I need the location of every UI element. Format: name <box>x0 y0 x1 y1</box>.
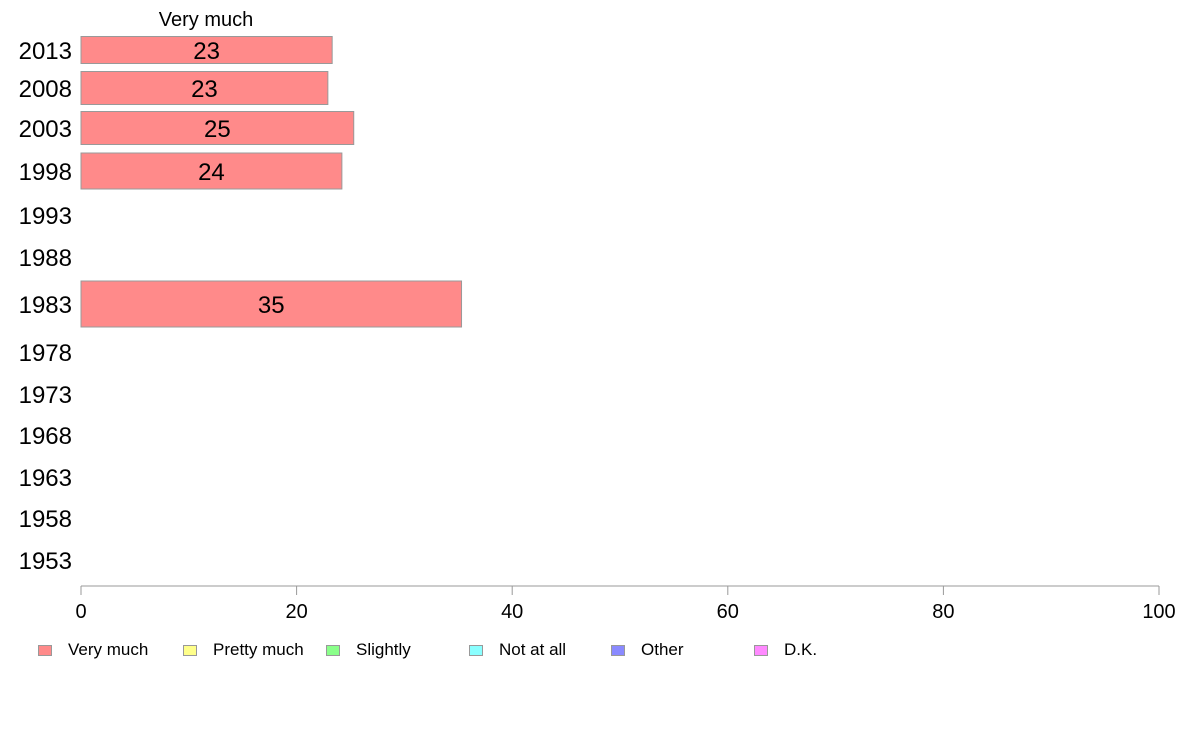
bar <box>80 71 329 105</box>
series-header-label: Very much <box>159 9 253 31</box>
x-tick-label: 20 <box>285 601 307 623</box>
y-axis-labels: 2013 2008 2003 1998 1993 1988 1983 1978 1973 1968… <box>19 38 72 575</box>
legend-swatch <box>183 644 197 656</box>
legend-label: D.K. <box>784 640 818 659</box>
y-tick-label: 1968 <box>19 423 72 450</box>
y-tick-label: 2003 <box>19 116 72 143</box>
bar <box>80 36 333 64</box>
bar <box>80 152 343 190</box>
legend-label: Not at all <box>499 640 567 659</box>
legend-label: Pretty much <box>213 640 304 659</box>
legend-swatch <box>38 644 52 656</box>
bars-group: 23 23 25 24 35 <box>80 36 463 328</box>
x-tick-label: 100 <box>1142 601 1175 623</box>
legend-item: Slightly <box>326 640 411 660</box>
legend-swatch <box>754 644 768 656</box>
x-tick-label: 80 <box>932 601 954 623</box>
legend-item: Not at all <box>469 640 566 660</box>
legend-item: Other <box>611 640 684 660</box>
legend-label: Other <box>641 640 684 659</box>
data-label: 23 <box>191 76 218 103</box>
legend-swatch <box>326 644 340 656</box>
legend-swatch <box>611 644 625 656</box>
y-tick-label: 2008 <box>19 76 72 103</box>
y-tick-label: 1983 <box>19 292 72 319</box>
legend-swatch <box>469 644 483 656</box>
data-label: 24 <box>198 159 225 186</box>
x-tick-label: 60 <box>717 601 739 623</box>
y-tick-label: 1993 <box>19 203 72 230</box>
legend-label: Very much <box>68 640 149 659</box>
legend: Very much Pretty much Slightly Not at all Ot… <box>38 640 938 660</box>
data-label: 25 <box>204 116 231 143</box>
x-axis: 0 20 40 60 80 100 <box>75 585 1176 623</box>
bar <box>80 111 355 145</box>
legend-item: D.K. <box>754 640 817 660</box>
y-tick-label: 1978 <box>19 340 72 367</box>
y-tick-label: 1988 <box>19 245 72 272</box>
legend-item: Pretty much <box>183 640 304 660</box>
y-tick-label: 1958 <box>19 506 72 533</box>
legend-label: Slightly <box>356 640 411 659</box>
data-label: 23 <box>193 38 220 65</box>
data-label: 35 <box>258 292 285 319</box>
y-tick-label: 1973 <box>19 382 72 409</box>
bar <box>80 280 463 328</box>
y-tick-label: 1998 <box>19 159 72 186</box>
y-tick-label: 1963 <box>19 465 72 492</box>
legend-item: Very much <box>38 640 148 660</box>
y-tick-label: 2013 <box>19 38 72 65</box>
x-tick-label: 40 <box>501 601 523 623</box>
y-tick-label: 1953 <box>19 548 72 575</box>
x-tick-label: 0 <box>75 601 86 623</box>
